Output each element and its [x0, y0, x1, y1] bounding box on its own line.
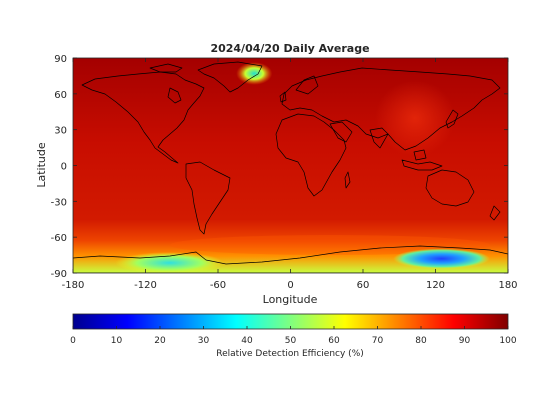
colorbar-tick-label: 60: [328, 336, 340, 346]
y-tick-label: 90: [54, 54, 67, 65]
coast-new-zealand: [489, 205, 501, 221]
colorbar-label: Relative Detection Efficiency (%): [216, 349, 364, 359]
x-tick-label: 60: [357, 280, 370, 291]
y-axis-label: Latitude: [35, 142, 48, 188]
asia-high-band: [375, 80, 455, 156]
colorbar-tick-label: 20: [154, 336, 166, 346]
colorbar-tick-label: 0: [70, 336, 76, 346]
x-tick-label: 0: [287, 280, 293, 291]
colorbar-tick-label: 30: [198, 336, 210, 346]
colorbar-tick-label: 90: [459, 336, 471, 346]
coast-japan: [445, 109, 459, 129]
coast-madagascar: [344, 171, 351, 189]
x-tick-label: -60: [210, 280, 226, 291]
coast-arabia: [329, 121, 353, 143]
map-plot-area: [73, 58, 508, 273]
x-axis-label: Longitude: [263, 293, 318, 306]
coast-indonesia: [401, 159, 443, 171]
efficiency-regions: [115, 62, 490, 273]
coast-britain: [279, 91, 287, 103]
y-tick-label: -90: [51, 269, 67, 280]
colorbar-tick-label: 10: [111, 336, 123, 346]
coast-australia: [425, 169, 475, 207]
x-axis-ticks: -180 -120 -60 0 60 120 180: [62, 58, 518, 291]
y-tick-label: 30: [54, 126, 67, 137]
coast-antarctica: [73, 245, 508, 273]
x-tick-label: -180: [62, 280, 85, 291]
colorbar-tick-label: 100: [499, 336, 516, 346]
colorbar-tick-label: 70: [372, 336, 384, 346]
colorbar-ticks: 0 10 20 30 40 50 60 70 80 90 100: [70, 326, 517, 346]
y-tick-label: -30: [51, 197, 67, 208]
region-greenland-interior: [236, 62, 273, 85]
coast-borneo: [413, 149, 427, 161]
coast-arctic-islands: [149, 63, 183, 73]
y-tick-label: 0: [61, 162, 67, 173]
region-west-antarctica: [115, 252, 224, 273]
coast-scandinavia: [295, 75, 319, 95]
coast-south-america: [185, 161, 231, 235]
x-tick-label: 120: [426, 280, 445, 291]
y-tick-label: -60: [51, 233, 67, 244]
coastlines: [73, 61, 508, 273]
colorbar-tick-label: 80: [415, 336, 427, 346]
x-tick-label: -120: [134, 280, 157, 291]
coast-north-america: [81, 71, 205, 164]
colorbar-tick-label: 40: [241, 336, 253, 346]
colorbar-tick-label: 50: [285, 336, 297, 346]
y-tick-label: 60: [54, 90, 67, 101]
map-title: 2024/04/20 Daily Average: [210, 42, 369, 55]
coast-eurasia: [281, 67, 501, 151]
y-axis-ticks: 90 60 30 0 -30 -60 -90: [51, 54, 508, 280]
colorbar: 0 10 20 30 40 50 60 70 80 90 100 Relative Detectio…: [70, 313, 517, 359]
coast-africa: [275, 113, 347, 197]
region-east-antarctica: [393, 248, 490, 269]
coast-hudson-bay: [167, 87, 182, 104]
coast-greenland: [197, 61, 263, 93]
x-tick-label: 180: [498, 280, 517, 291]
coast-india: [369, 127, 389, 149]
southern-ocean-warm-band: [170, 235, 490, 255]
